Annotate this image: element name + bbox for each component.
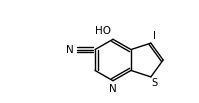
Text: N: N xyxy=(109,84,117,94)
Text: S: S xyxy=(152,78,158,88)
Text: HO: HO xyxy=(95,26,111,36)
Text: I: I xyxy=(153,31,156,41)
Text: N: N xyxy=(66,45,74,55)
